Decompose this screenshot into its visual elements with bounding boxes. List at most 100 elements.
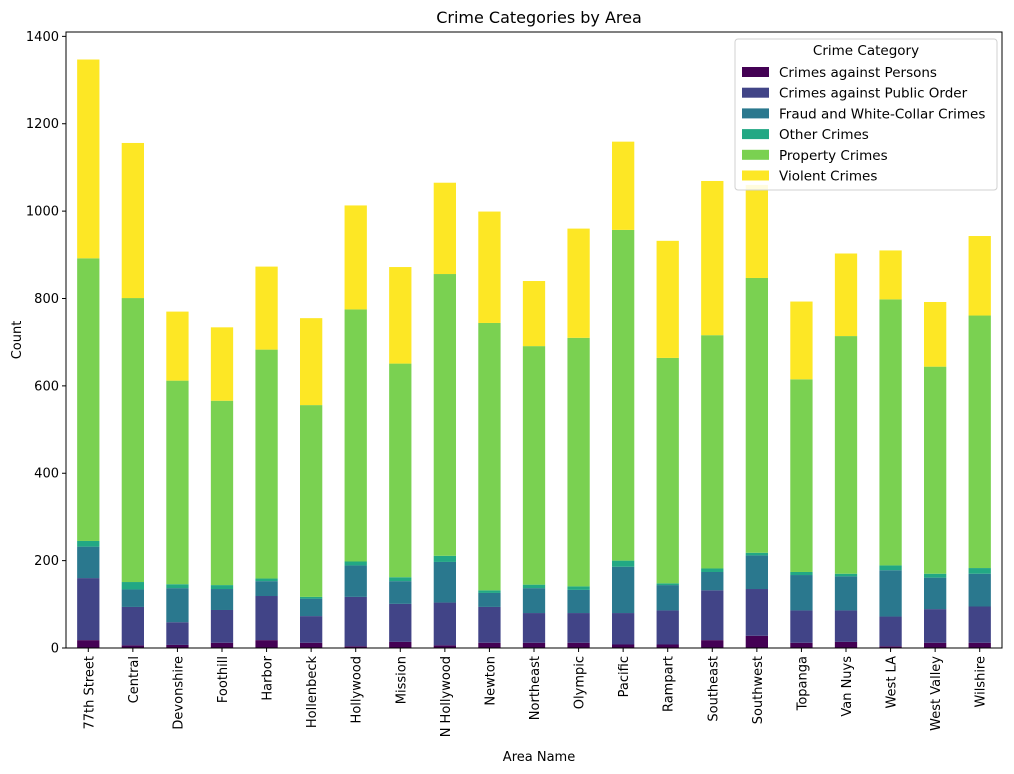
bar-segment [968,315,991,569]
bar-segment [790,571,813,576]
bar-segment [968,568,991,574]
bar-segment [834,573,858,577]
x-axis: 77th Street Central Devonshire Foothill Harb… [82,648,989,737]
x-tick-label: Foothill [216,656,231,703]
bar-segment [210,642,234,648]
bar-segment [656,583,679,586]
bar-segment [255,578,278,582]
x-tick-label: Southeast [706,656,721,722]
legend-swatch [742,87,769,98]
bar-segment [567,589,590,614]
bar-segment [389,267,412,364]
bar-segment [210,609,234,643]
bar-segment [745,555,768,590]
bar-segment [924,366,947,574]
bar-segment [656,610,679,645]
x-tick-label: West Valley [929,656,944,731]
bar-segment [612,566,635,614]
bar-segment [879,570,902,617]
bar-segment [300,642,323,648]
bar-segment [210,327,234,401]
y-axis: 0 200 400 600 800 1000 1200 1400 [26,30,66,657]
bar-segment [478,322,501,591]
bar-segment [567,228,590,338]
bar-segment [77,546,100,579]
bar-segment [433,602,456,646]
bar-segment [433,561,456,603]
bar-segment [968,236,991,316]
y-tick-label: 200 [34,554,59,569]
legend-label: Property Crimes [779,148,888,164]
bar-segment [701,335,724,569]
bar-segment [701,640,724,648]
bar-segment [344,205,367,310]
bar-segment [968,573,991,607]
bar-segment [300,596,323,599]
bar-segment [834,641,858,648]
bar-segment [478,642,501,648]
bar-segment [924,301,947,367]
x-tick-label: Rampart [662,656,677,712]
bar-segment [121,606,144,646]
bar-segment [433,645,456,648]
x-tick-label: Newton [483,656,498,706]
bar-segment [166,644,189,648]
bar-segment [389,577,412,582]
bar-segment [255,596,278,641]
bar-segment [77,258,100,541]
bar-segment [121,582,144,590]
legend-swatch [742,108,769,119]
bar-segment [210,400,234,586]
bar-segment [300,616,323,643]
bar-segment [77,540,100,547]
x-tick-label: Pacific [617,656,632,697]
legend-swatch [742,67,769,77]
bar-segment [567,586,590,590]
x-tick-label: Southwest [751,656,766,724]
bar-segment [300,318,323,406]
bar-segment [77,640,100,648]
legend-title: Crime Category [813,43,919,59]
bar-segment [389,581,412,604]
bar-segment [656,357,679,584]
bar-segment [77,578,100,641]
bar-segment [924,577,947,610]
bar-segment [77,59,100,259]
bar-segment [255,640,278,648]
x-tick-label: Wilshire [974,656,989,707]
bar-segment [924,609,947,643]
bar-segment [612,141,635,230]
bar-segment [612,644,635,648]
bar-segment [210,589,234,610]
bar-segment [567,337,590,587]
bar-segment [790,575,813,611]
bar-segment [745,552,768,556]
bar-segment [255,581,278,597]
bar-segment [656,240,679,358]
bar-segment [745,589,768,636]
y-tick-label: 0 [51,642,59,657]
bar-segment [210,585,234,590]
bar-segment [745,277,768,553]
bar-segment [300,598,323,617]
legend-swatch [742,170,769,181]
y-axis-title: Count [10,321,25,360]
x-axis-title: Area Name [503,750,575,765]
x-tick-label: West LA [885,656,900,709]
bar-segment [255,349,278,579]
bar-segment [478,590,501,593]
bar-segment [612,560,635,567]
bar-segment [389,363,412,578]
bar-segment [433,555,456,562]
bar-segment [612,613,635,645]
bar-segment [344,561,367,566]
bar-segment [567,613,590,643]
y-tick-label: 800 [34,292,59,307]
bar-segment [121,298,144,583]
bar-segment [790,642,813,648]
bar-segment [389,641,412,648]
bar-segment [389,603,412,642]
bar-segment [879,299,902,566]
bar-segment [522,642,546,648]
